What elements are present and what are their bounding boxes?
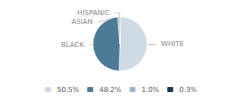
svg-text:HISPANIC: HISPANIC <box>77 9 110 17</box>
svg-text:0.3%: 0.3% <box>179 86 197 94</box>
svg-text:WHITE: WHITE <box>161 40 184 48</box>
svg-text:ASIAN: ASIAN <box>72 18 93 26</box>
svg-text:BLACK: BLACK <box>61 41 84 49</box>
svg-text:48.2%: 48.2% <box>99 86 122 94</box>
svg-text:1.0%: 1.0% <box>141 86 159 94</box>
svg-text:50.5%: 50.5% <box>57 86 80 94</box>
